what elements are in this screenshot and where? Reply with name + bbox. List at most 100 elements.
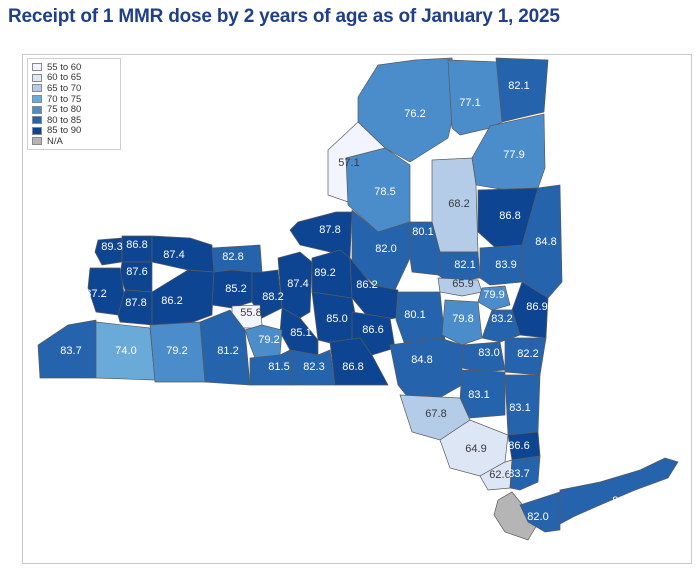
county-value-label: 79.9 [483,289,504,301]
county-value-label: 85.2 [225,283,246,295]
county-value-label: 57.1 [338,157,359,169]
legend-row: 60 to 65 [32,72,116,84]
county-value-label: 82.8 [222,251,243,263]
county-shape[interactable] [199,309,251,386]
county-shape[interactable] [461,341,506,373]
county-shape[interactable] [477,285,511,311]
county-value-label: 83.1 [468,389,489,401]
legend-swatch [32,126,42,135]
county-value-label: 87.8 [319,224,340,236]
county-value-label: 80.1 [404,309,425,321]
county-value-label: 86.6 [508,440,529,452]
legend-label: 60 to 65 [47,72,82,84]
county-shape[interactable] [459,369,506,419]
map-legend: 55 to 60 60 to 65 65 to 70 70 to 75 75 t… [27,58,121,150]
county-value-label: 55.8 [240,307,261,319]
county-value-label: 87.4 [287,278,308,290]
county-shape[interactable] [117,289,153,326]
county-shape[interactable] [479,244,523,286]
county-value-label: 68.2 [448,198,469,210]
county-value-label: 82.2 [517,348,538,360]
county-value-label: 89.2 [314,267,335,279]
legend-swatch [32,84,42,93]
county-value-label: 83.7 [60,345,81,357]
county-value-label: 85.1 [290,327,311,339]
county-value-label: 82.0 [527,511,548,523]
legend-row: 70 to 75 [32,94,116,105]
legend-label: 55 to 60 [47,61,82,73]
county-value-label: 79.8 [452,313,473,325]
legend-row: 65 to 70 [32,83,116,94]
county-value-label: 77.9 [503,149,524,161]
county-shape[interactable] [511,281,549,339]
legend-row: 55 to 60 [32,62,116,73]
legend-row: 75 to 80 [32,104,116,115]
county-value-label: 84.8 [535,236,556,248]
county-value-label: 79.2 [166,345,187,357]
legend-swatch [32,137,42,146]
county-value-label: 82.0 [375,243,396,255]
county-shape[interactable] [441,299,483,346]
legend-swatch [32,95,42,104]
county-shape[interactable] [289,349,336,386]
county-value-label: 78.5 [374,186,395,198]
county-shape[interactable] [493,491,541,541]
legend-label: 75 to 80 [47,104,82,116]
legend-row: 85 to 90 [32,125,116,137]
county-value-label: 89.3 [101,241,122,253]
county-value-label: 84.8 [411,354,432,366]
county-value-label: 83.7 [508,468,529,480]
legend-label: 70 to 75 [47,93,82,105]
county-value-label: 87.2 [85,288,106,300]
county-value-label: 86.2 [161,295,182,307]
legend-label: 85 to 90 [47,125,82,137]
county-value-label: 83.0 [478,347,499,359]
county-shape[interactable] [94,237,123,266]
county-value-label: 80.1 [412,226,433,238]
county-value-label: 65.9 [452,278,473,290]
county-value-label: 81.5 [268,361,289,373]
county-value-label: 86.9 [526,301,547,313]
legend-row: N/A [32,136,116,147]
county-value-label: 79.2 [258,334,279,346]
county-value-label: 86.8 [126,239,147,251]
county-value-label: 87.4 [163,249,184,261]
county-value-label: 86.6 [362,324,383,336]
county-value-label: 86.2 [356,279,377,291]
county-value-label: 83.2 [491,313,512,325]
county-value-label: 67.8 [425,408,446,420]
county-value-label: 83.9 [495,259,516,271]
county-value-label: 87.8 [125,297,146,309]
county-shape[interactable] [329,337,389,386]
county-value-label: 62.6 [489,469,510,481]
county-shape[interactable] [509,455,541,491]
map-title: Receipt of 1 MMR dose by 2 years of age … [8,6,560,27]
county-value-label: 76.2 [404,108,425,120]
legend-row: 80 to 85 [32,115,116,126]
county-value-label: 88.2 [262,291,283,303]
county-shape[interactable] [437,277,483,297]
county-value-label: 77.1 [459,97,480,109]
county-value-label: 86.8 [499,210,520,222]
legend-label: 80 to 85 [47,114,82,126]
county-shape[interactable] [519,491,561,533]
county-value-label: 83.1 [509,402,530,414]
county-shape[interactable] [559,457,679,525]
legend-label: N/A [47,135,63,147]
county-shape[interactable] [495,57,549,123]
county-value-label: 86.8 [342,361,363,373]
county-value-label: 81.2 [217,345,238,357]
county-value-label: 82.3 [303,361,324,373]
county-value-label: 82.6 [612,495,633,507]
legend-swatch [32,63,42,72]
county-value-label: 87.6 [126,266,147,278]
county-value-label: 85.0 [326,313,347,325]
county-value-label: 82.1 [454,259,475,271]
county-value-label: 82.1 [508,80,529,92]
legend-swatch [32,116,42,125]
county-value-label: 74.0 [115,345,136,357]
legend-swatch [32,105,42,114]
legend-swatch [32,73,42,82]
county-value-label: 64.9 [465,443,486,455]
